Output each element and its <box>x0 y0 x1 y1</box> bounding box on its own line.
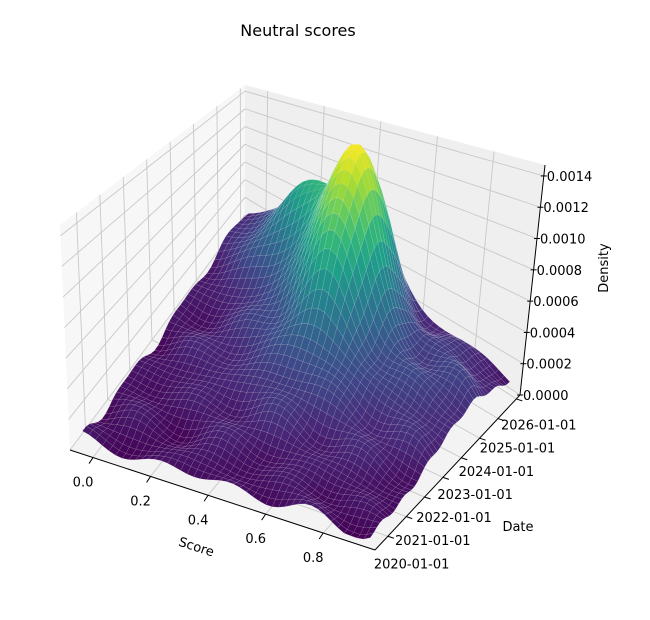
left-gridline <box>64 143 246 328</box>
axis-lines <box>69 164 547 551</box>
back-gridline <box>244 126 538 239</box>
z-tick-label: 0.0008 <box>537 264 583 279</box>
left-gridline <box>65 161 246 359</box>
x-tick-label: 0.6 <box>245 532 266 547</box>
left-gridline <box>68 197 246 420</box>
back-pane <box>245 85 545 395</box>
z-tick-label: 0.0010 <box>540 233 586 248</box>
y-tick <box>479 437 486 441</box>
surface-face <box>444 420 455 429</box>
y-tick-label: 2025-01-01 <box>480 442 556 457</box>
left-gridline <box>69 214 246 451</box>
y-tick <box>497 418 505 422</box>
left-gridline <box>169 141 175 311</box>
surface-face <box>467 386 478 400</box>
surface-face <box>494 380 505 386</box>
left-gridline <box>61 108 246 267</box>
x-tick <box>203 495 209 502</box>
x-tick-label: 0.2 <box>130 494 151 509</box>
y-tick <box>442 476 450 480</box>
y-tick-label: 2020-01-01 <box>374 557 450 572</box>
z-tick-label: 0.0006 <box>533 295 579 310</box>
surface-face <box>488 382 499 388</box>
back-gridline <box>244 90 544 177</box>
x-axis-line <box>69 449 376 551</box>
surface-face <box>437 429 448 441</box>
left-gridline <box>75 212 86 430</box>
y-tick <box>461 457 468 461</box>
x-axis-label: Score <box>176 535 215 561</box>
z-tick-label: 0.0012 <box>543 201 589 216</box>
left-gridline <box>216 106 219 251</box>
y-tick-label: 2021-01-01 <box>395 534 471 549</box>
back-gridline <box>265 91 269 229</box>
y-axis-line <box>374 394 521 551</box>
surface-face <box>479 387 490 396</box>
surface-face <box>450 413 461 423</box>
z-tick-label: 0.0014 <box>547 170 593 185</box>
y-tick-label: 2026-01-01 <box>501 419 577 434</box>
y-tick <box>424 496 431 500</box>
surface-face <box>363 532 374 540</box>
y-axis-label: Date <box>502 520 533 535</box>
back-gridline <box>420 136 438 331</box>
surface-face <box>388 500 399 510</box>
y-tick <box>516 398 523 402</box>
z-tick-label: 0.0000 <box>523 389 569 404</box>
x-tick <box>88 457 94 464</box>
surface-face <box>391 496 403 505</box>
x-tick <box>318 532 324 540</box>
y-tick-label: 2023-01-01 <box>437 488 513 503</box>
left-gridline <box>62 126 246 298</box>
surface-face <box>441 424 452 435</box>
surface-face <box>447 417 458 425</box>
chart-title: Neutral scores <box>240 21 355 40</box>
surface-face <box>485 383 496 391</box>
z-axis-line <box>519 164 546 396</box>
x-tick <box>146 476 151 483</box>
z-tick-label: 0.0002 <box>526 358 572 373</box>
surface-face <box>434 434 445 447</box>
back-gridline <box>472 151 495 365</box>
left-gridline <box>60 90 246 237</box>
surface-face <box>376 511 387 520</box>
left-gridline <box>146 159 153 340</box>
y-tick <box>387 535 395 539</box>
y-tick <box>406 516 413 520</box>
left-gridline <box>99 194 109 400</box>
back-gridline <box>244 108 541 208</box>
y-tick-label: 2022-01-01 <box>416 511 492 526</box>
y-tick-label: 2024-01-01 <box>459 465 535 480</box>
back-gridline <box>244 143 534 271</box>
surface-face <box>385 504 396 514</box>
tick-labels: 0.0 0.2 0.4 0.6 0.8 2020-01-01 2021-01-01 2022-… <box>73 170 593 572</box>
z-axis-label: Density <box>597 243 612 293</box>
x-tick-label: 0.0 <box>73 476 94 491</box>
left-gridline <box>193 123 197 281</box>
left-gridline <box>122 177 131 370</box>
surface <box>82 143 511 540</box>
x-tick-label: 0.4 <box>188 513 209 528</box>
surface-face <box>464 390 474 405</box>
surface-face <box>379 509 390 518</box>
x-tick <box>261 513 267 521</box>
x-tick-label: 0.8 <box>303 551 324 566</box>
left-gridline <box>66 179 246 390</box>
z-tick-label: 0.0004 <box>530 326 576 341</box>
